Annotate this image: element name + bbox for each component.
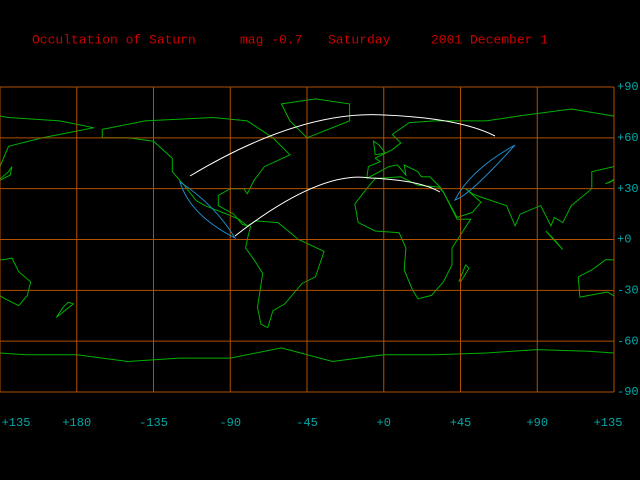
longitude-label: +135 [2,416,31,430]
coastline [0,352,77,356]
coastline [245,220,325,329]
coastline [0,166,13,181]
south-limit [234,176,441,237]
coastline [280,98,351,139]
longitude-label: -135 [139,416,168,430]
coastline [458,264,470,283]
longitude-label: +135 [594,416,623,430]
graticule [0,86,615,393]
rise-set-curve [179,180,237,240]
coastline [0,257,32,307]
coastline [577,259,614,298]
latitude-label: +90 [617,80,639,94]
north-limit [189,114,496,177]
header-item: Occultation of Saturn [32,32,196,47]
coastline [101,116,291,227]
coastline [76,347,614,363]
longitude-label: +90 [526,416,548,430]
coastline [354,176,472,300]
longitude-labels: +135 +180 -135 -90 -45 +0 +45 +90 +135 [2,416,623,430]
occultation-track [179,114,516,240]
longitude-label: -45 [296,416,318,430]
latitude-label: +60 [617,131,639,145]
longitude-label: +180 [62,416,91,430]
header-item: mag -0.7 [240,32,302,47]
latitude-label: +0 [617,233,631,247]
latitude-label: -90 [617,385,639,399]
latitude-label: +30 [617,182,639,196]
longitude-label: -90 [219,416,241,430]
header-item: 2001 December 1 [431,32,548,47]
longitude-label: +45 [450,416,472,430]
coastline [366,108,614,228]
header: Occultation of Saturn mag -0.7 Saturday … [32,32,548,47]
coastline [605,178,614,185]
header-item: Saturday [328,32,391,47]
rise-set-curve [454,144,516,201]
coastline [55,301,75,318]
latitude-labels: +90 +60 +30 +0 -30 -60 -90 [617,80,639,399]
latitude-label: -30 [617,284,639,298]
coastline [0,115,94,168]
latitude-label: -60 [617,334,639,348]
coastline [545,230,564,251]
longitude-label: +0 [377,416,391,430]
coastline [372,140,387,156]
